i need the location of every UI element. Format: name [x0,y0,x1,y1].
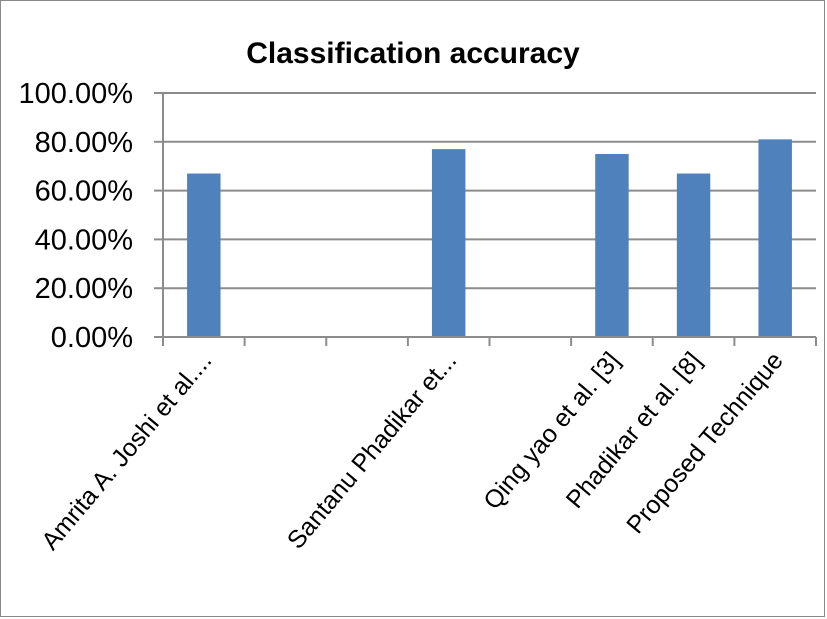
x-tick-label: Santanu Phadikar et... [282,347,462,555]
bar [187,173,221,337]
x-tick-label: Proposed Technique [621,347,789,539]
gridlines [163,92,816,290]
axes [154,93,816,338]
y-tick-label: 40.00% [35,224,133,256]
y-tick-label: 0.00% [51,322,133,354]
x-axis-ticks: Amrita A. Joshi et al.... Santanu Phadika… [36,337,817,556]
y-tick-label: 100.00% [19,78,134,110]
chart-title: Classification accuracy [246,37,580,70]
y-tick-label: 80.00% [35,127,133,159]
y-axis-ticks: 0.00% 20.00% 40.00% 60.00% 80.00% 100.00% [19,78,163,354]
bars [187,139,792,337]
bar [595,154,629,337]
y-tick-label: 20.00% [35,273,133,305]
bar [431,149,466,337]
x-tick-label: Qing yao et al. [3] [478,347,625,515]
bar [758,139,792,337]
x-tick-label: Amrita A. Joshi et al.... [36,347,217,556]
bar [676,173,711,337]
y-tick-label: 60.00% [35,176,133,208]
